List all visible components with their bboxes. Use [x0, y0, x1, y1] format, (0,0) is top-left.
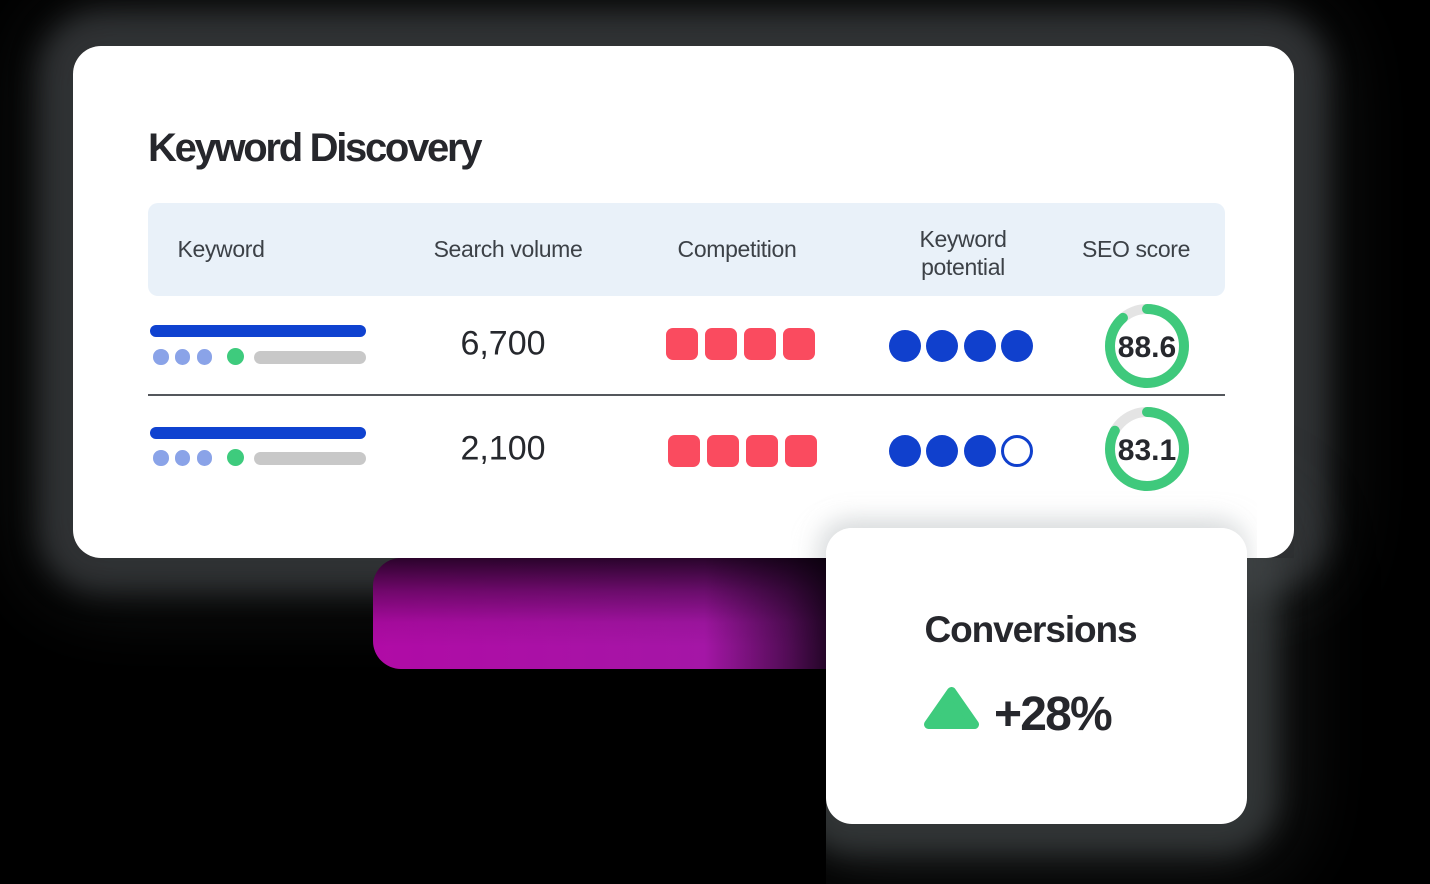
svg-text:88.6: 88.6	[1118, 331, 1176, 364]
svg-text:83.1: 83.1	[1118, 434, 1176, 467]
